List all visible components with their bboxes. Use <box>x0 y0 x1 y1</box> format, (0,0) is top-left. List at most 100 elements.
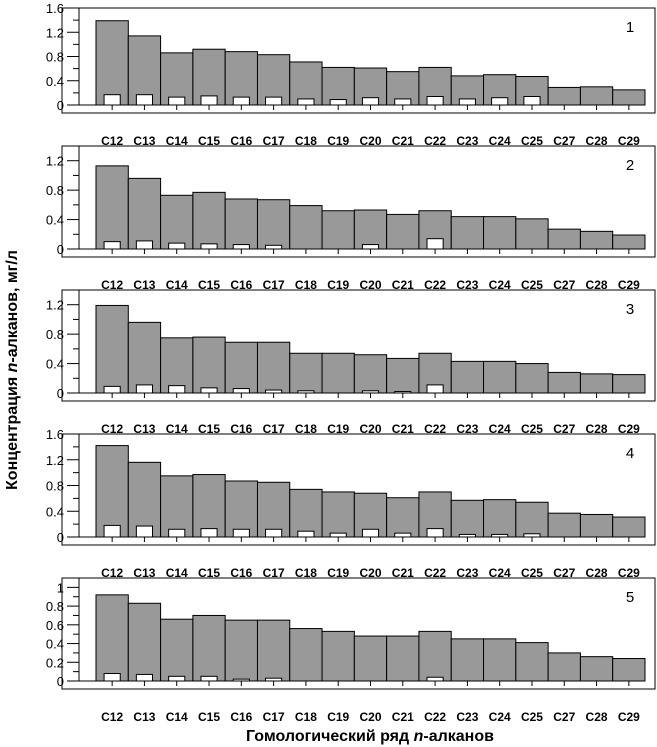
y-tick-label: 0.4 <box>46 213 64 228</box>
bar-secondary-c14 <box>168 96 186 106</box>
bar-secondary-c22 <box>426 384 444 394</box>
x-tick-label: C13 <box>133 134 155 148</box>
bar-main-c17 <box>256 54 291 106</box>
bar-secondary-c20 <box>361 244 380 250</box>
bar-main-c18 <box>289 352 323 394</box>
x-tick-label: C22 <box>424 710 446 724</box>
y-tick-label: 0.8 <box>46 479 64 494</box>
x-tick-label: C21 <box>392 566 414 580</box>
x-tick-label: C24 <box>489 422 511 436</box>
bar-secondary-c17 <box>265 528 283 538</box>
panel-number: 1 <box>626 19 634 36</box>
x-tick-label: C21 <box>392 134 414 148</box>
x-tick-label: C19 <box>327 566 349 580</box>
bar-main-c18 <box>289 628 323 682</box>
bar-main-c23 <box>450 216 485 250</box>
bar-secondary-c21 <box>394 98 412 106</box>
x-tick-label: C14 <box>166 422 188 436</box>
x-tick-label: C28 <box>586 422 608 436</box>
x-tick-label: C14 <box>166 566 188 580</box>
x-tick-label: C24 <box>489 278 511 292</box>
bar-secondary-c15 <box>200 528 218 538</box>
x-tick-label: C23 <box>456 710 478 724</box>
panel-number: 2 <box>626 157 634 174</box>
panel-frame <box>61 7 656 114</box>
y-tick-label: 1 <box>57 580 64 595</box>
bar-secondary-c22 <box>426 96 444 106</box>
x-tick-label: C13 <box>133 278 155 292</box>
bar-secondary-c24 <box>491 97 509 106</box>
bar-main-c16 <box>224 619 258 682</box>
x-tick-label: C24 <box>489 566 511 580</box>
bar-main-c19 <box>321 630 355 682</box>
bar-secondary-c14 <box>168 528 186 538</box>
bar-main-c14 <box>160 194 194 250</box>
x-tick-label: C20 <box>359 566 381 580</box>
bar-secondary-c21 <box>394 532 412 538</box>
x-tick-label: C17 <box>263 278 285 292</box>
x-tick-label: C14 <box>166 710 188 724</box>
x-tick-label: C22 <box>424 278 446 292</box>
bar-main-c27 <box>547 652 581 682</box>
x-tick-label: C20 <box>359 710 381 724</box>
y-tick-label: 0 <box>57 242 64 257</box>
bar-secondary-c16 <box>232 244 250 250</box>
x-tick-label: C20 <box>359 278 381 292</box>
bar-secondary-c15 <box>200 243 218 250</box>
bar-secondary-c17 <box>265 96 283 106</box>
x-tick-label: C19 <box>327 710 349 724</box>
bar-main-c21 <box>386 497 420 538</box>
bar-main-c19 <box>321 352 355 394</box>
x-tick-label: C15 <box>198 710 220 724</box>
bar-main-c14 <box>160 475 194 538</box>
bar-secondary-c17 <box>265 244 283 250</box>
bar-main-c20 <box>353 354 388 394</box>
bar-secondary-c13 <box>135 384 154 394</box>
chart-panel-5: 0 0.2 0.4 0.6 0.8 1 C12 C13 C14 C15 C16 C17 C18 C19 C2… <box>46 577 656 724</box>
bar-main-c25 <box>515 218 549 250</box>
bar-secondary-c16 <box>232 388 250 394</box>
chart-panel-3: 0 0.4 0.8 1.2 C12 C13 C14 C15 C16 C17 C18 C19 C20 C21… <box>46 289 656 436</box>
panel-frame <box>61 577 656 690</box>
x-tick-label: C14 <box>166 134 188 148</box>
x-tick-label: C15 <box>198 134 220 148</box>
x-tick-label: C25 <box>521 422 543 436</box>
bar-main-c17 <box>256 619 291 682</box>
x-tick-label: C24 <box>489 710 511 724</box>
y-tick-label: 0 <box>57 98 64 113</box>
x-tick-label: C12 <box>101 566 123 580</box>
panel-frame <box>61 433 656 546</box>
y-tick-label: 0.4 <box>46 74 64 89</box>
x-tick-label: C28 <box>586 278 608 292</box>
y-axis-title: Концентрация n-алканов, мг/л <box>4 250 21 490</box>
x-tick-label: C18 <box>295 134 317 148</box>
bar-main-c15 <box>192 474 226 538</box>
bar-main-c16 <box>224 341 258 394</box>
bar-main-c15 <box>192 336 226 394</box>
y-tick-label: 0.8 <box>46 599 64 614</box>
bar-main-c29 <box>612 374 646 394</box>
y-tick-label: 0.2 <box>46 655 64 670</box>
x-tick-label: C17 <box>263 134 285 148</box>
bar-main-c27 <box>547 86 581 106</box>
y-tick-label: 0.4 <box>46 504 64 519</box>
bar-main-c13 <box>127 321 162 394</box>
bar-main-c29 <box>612 516 646 538</box>
bar-main-c25 <box>515 642 549 682</box>
bar-main-c27 <box>547 512 581 538</box>
bar-main-c16 <box>224 198 258 250</box>
bar-main-c28 <box>579 373 614 394</box>
bar-main-c27 <box>547 371 581 394</box>
y-tick-label: 0 <box>57 674 64 689</box>
y-tick-label: 1.2 <box>46 453 64 468</box>
x-tick-label: C22 <box>424 134 446 148</box>
x-tick-label: C27 <box>553 422 575 436</box>
bar-secondary-c12 <box>103 385 121 394</box>
bar-main-c22 <box>418 630 452 682</box>
bar-main-c19 <box>321 210 355 250</box>
bar-main-c17 <box>256 199 291 250</box>
bar-secondary-c13 <box>135 240 154 250</box>
x-tick-label: C12 <box>101 134 123 148</box>
bar-main-c13 <box>127 177 162 250</box>
bar-secondary-c13 <box>135 525 154 538</box>
